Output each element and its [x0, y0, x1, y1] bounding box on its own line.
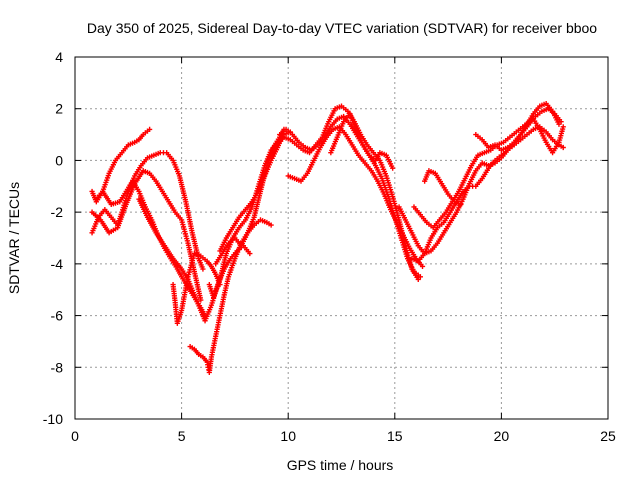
data-point: [390, 165, 396, 171]
data-point: [419, 263, 426, 270]
plot-frame: [74, 56, 609, 420]
x-tick-label: 5: [178, 428, 186, 444]
y-tick-label: 0: [55, 152, 63, 168]
x-tick-label: 15: [387, 428, 403, 444]
series-5: [170, 250, 223, 326]
series-16: [411, 106, 564, 231]
data-point: [198, 297, 204, 303]
data-point: [558, 119, 564, 125]
data-point: [147, 126, 153, 132]
series-7: [206, 129, 293, 301]
x-tick-label: 10: [280, 428, 296, 444]
series-17: [422, 168, 464, 207]
x-tick-label: 20: [494, 428, 510, 444]
data-point: [417, 274, 423, 280]
series-12: [285, 124, 426, 270]
y-tick-label: 4: [55, 49, 63, 65]
axis-ticks: 0 5 10 15 20 25 -10 -8 -6 -4 -2 0 2 4: [43, 49, 616, 444]
series-3: [93, 178, 208, 319]
y-tick-label: -10: [43, 411, 63, 427]
x-tick-label: 25: [600, 428, 616, 444]
data-point: [268, 222, 274, 228]
series-2: [89, 168, 204, 303]
series-13: [328, 111, 396, 171]
chart-title: Day 350 of 2025, Sidereal Day-to-day VTE…: [87, 20, 597, 36]
data-point: [458, 201, 464, 207]
series-18: [473, 116, 566, 156]
data-point: [560, 144, 566, 151]
grid: [75, 57, 608, 419]
y-tick-label: -4: [51, 256, 64, 272]
y-tick-label: -6: [51, 308, 64, 324]
y-axis-label: SDTVAR / TECUs: [6, 182, 22, 294]
x-tick-label: 0: [71, 428, 79, 444]
y-tick-label: 2: [55, 101, 63, 117]
data-point: [247, 250, 253, 257]
y-tick-label: -8: [51, 359, 64, 375]
y-tick-label: -2: [51, 204, 64, 220]
data-point: [560, 124, 566, 130]
x-axis-label: GPS time / hours: [287, 457, 394, 473]
data-points: [89, 100, 566, 376]
data-point: [200, 266, 206, 272]
